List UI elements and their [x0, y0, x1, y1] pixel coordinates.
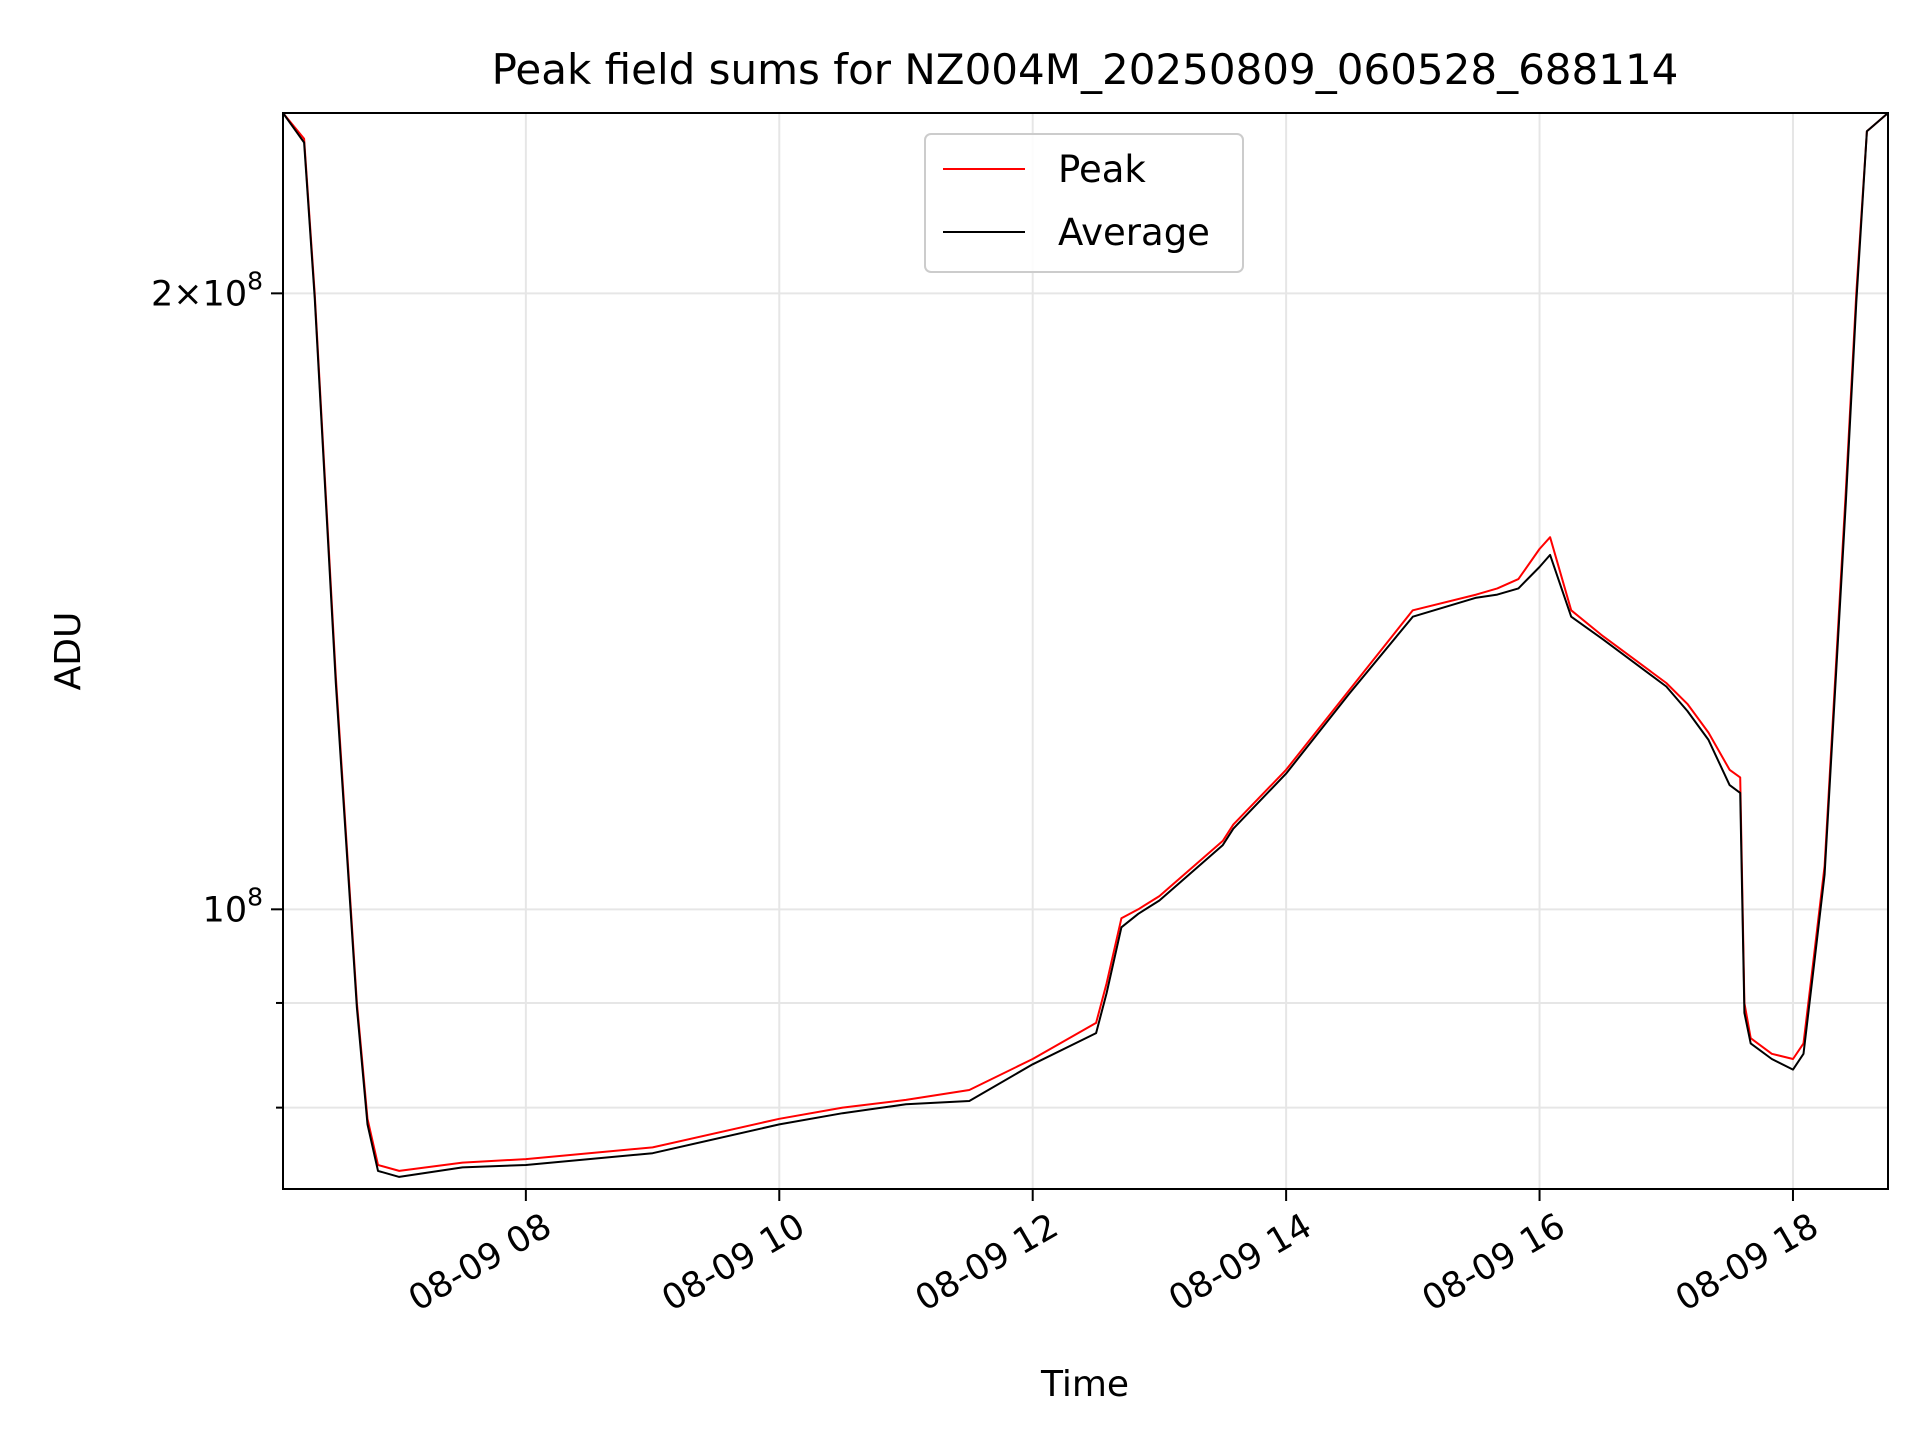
x-tick-label: 08-09 10 [655, 1206, 811, 1319]
x-axis: 08-09 08 08-09 10 08-09 12 08-09 14 08-09 16… [402, 1189, 1825, 1319]
chart-title: Peak field sums for NZ004M_20250809_0605… [492, 45, 1679, 94]
plot-frame [282, 112, 1889, 1190]
legend: Peak Average [924, 133, 1244, 273]
x-tick-label: 08-09 14 [1162, 1206, 1318, 1319]
x-tick-label: 08-09 08 [402, 1206, 558, 1319]
x-tick-label: 08-09 16 [1416, 1206, 1572, 1319]
series-line-peak [282, 112, 1889, 1172]
y-axis: 108 2×108 [151, 266, 283, 1109]
series-line-average [282, 112, 1889, 1178]
y-tick-label: 108 [203, 882, 263, 930]
series-layer [282, 112, 1889, 1178]
legend-label-peak: Peak [1058, 148, 1146, 191]
grid [283, 113, 1888, 1189]
x-tick-label: 08-09 18 [1669, 1206, 1825, 1319]
x-axis-label: Time [1040, 1364, 1129, 1405]
legend-label-average: Average [1058, 211, 1210, 254]
y-tick-label: 2×108 [151, 266, 263, 314]
x-tick-label: 08-09 12 [909, 1206, 1065, 1319]
y-axis-label: ADU [48, 612, 89, 691]
